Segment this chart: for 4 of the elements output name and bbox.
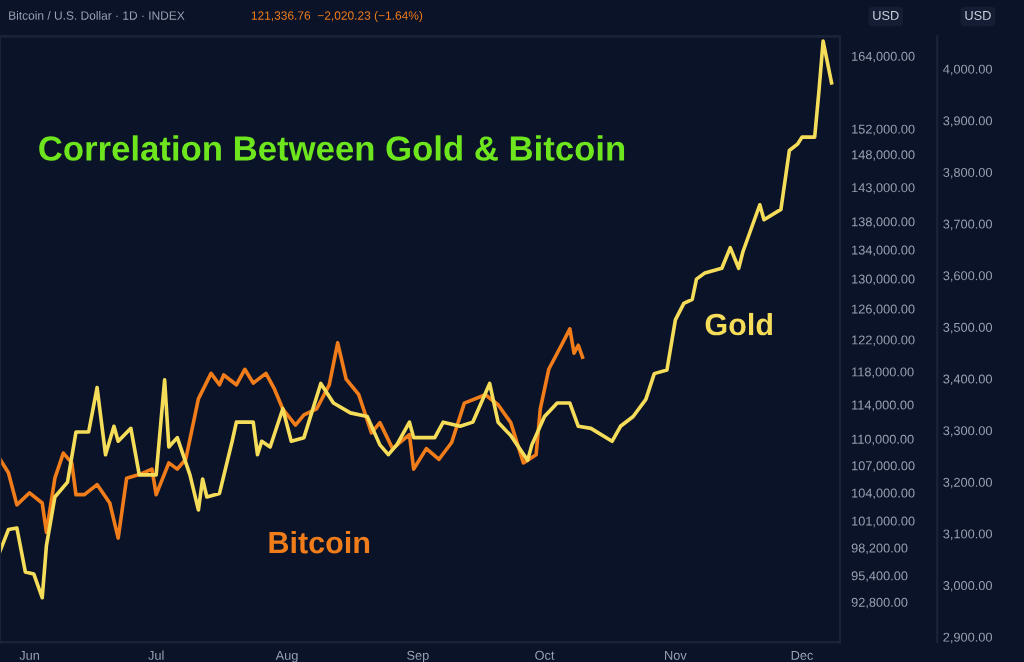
text: Bitcoin [269,530,370,554]
series-label: Gold [705,312,772,336]
line-series [0,39,834,600]
text: Correlation Between Gold & Bitcoin [39,135,625,161]
